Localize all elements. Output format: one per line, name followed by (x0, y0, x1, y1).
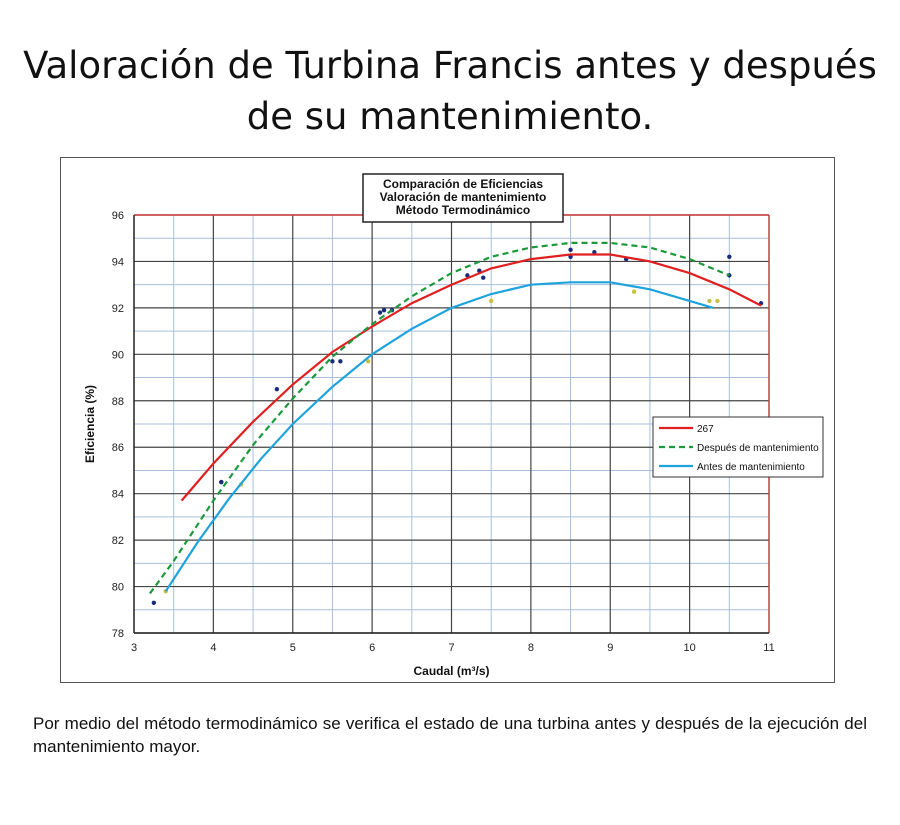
data-point (151, 600, 157, 606)
data-point (274, 386, 280, 392)
data-point (465, 273, 470, 278)
y-axis-label: Eficiencia (%) (83, 385, 97, 463)
x-tick-label: 8 (528, 642, 534, 654)
y-tick-label: 80 (112, 582, 124, 594)
page-title-line-2: de su mantenimiento. (246, 95, 654, 138)
series-line-3 (164, 281, 714, 592)
x-tick-label: 5 (290, 642, 296, 654)
y-tick-label: 96 (112, 210, 124, 222)
caption-text: Por medio del método termodinámico se ve… (33, 714, 867, 756)
data-point (219, 479, 224, 485)
data-point (481, 275, 486, 280)
y-tick-label: 90 (112, 349, 124, 361)
y-tick-label: 84 (112, 489, 124, 501)
y-tick-label: 78 (112, 628, 124, 640)
data-point (381, 308, 387, 313)
data-point (365, 359, 371, 364)
y-tick-label: 82 (112, 535, 124, 547)
page-title: Valoración de Turbina Francis antes y de… (20, 40, 880, 142)
x-axis-label: Caudal (m³/s) (413, 664, 489, 678)
chart-title-box (362, 173, 564, 223)
x-tick-label: 10 (684, 642, 696, 654)
data-point (338, 359, 343, 364)
chart-title-line: Método Termodinámico (396, 203, 530, 217)
chart-title-line: Comparación de Eficiencias (383, 177, 543, 191)
legend-label: Después de mantenimiento (697, 443, 819, 454)
legend-label: 267 (697, 424, 714, 435)
data-point (488, 298, 494, 304)
efficiency-chart: 3 4 5 6 7 8 9 10 1178808284868890929496Comparaci… (83, 173, 824, 678)
data-point (707, 298, 712, 304)
series-line-2 (149, 241, 730, 595)
x-tick-label: 4 (210, 642, 216, 654)
x-tick-label: 7 (448, 642, 454, 654)
x-tick-label: 3 (131, 642, 137, 654)
y-tick-label: 86 (112, 442, 124, 454)
data-point (727, 254, 732, 259)
data-point (377, 310, 383, 315)
y-tick-label: 94 (112, 256, 124, 268)
data-point (330, 359, 335, 364)
data-point (568, 247, 573, 253)
data-point (715, 298, 720, 304)
x-tick-label: 11 (763, 642, 774, 654)
x-tick-label: 9 (607, 642, 613, 654)
chart-title-line: Valoración de mantenimiento (380, 190, 547, 204)
data-point (631, 289, 637, 294)
y-tick-label: 88 (112, 396, 124, 408)
legend-label: Antes de mantenimiento (697, 462, 805, 473)
series-line-1 (180, 253, 762, 502)
data-point (592, 249, 597, 255)
x-tick-label: 6 (369, 642, 375, 654)
y-tick-label: 92 (112, 303, 124, 315)
chart-frame: 3 4 5 6 7 8 9 10 11 78 80 82 84 86 88 90 92 94 96 Comparaci… (60, 157, 835, 683)
page-title-line-1: Valoración de Turbina Francis antes y de… (23, 44, 877, 87)
